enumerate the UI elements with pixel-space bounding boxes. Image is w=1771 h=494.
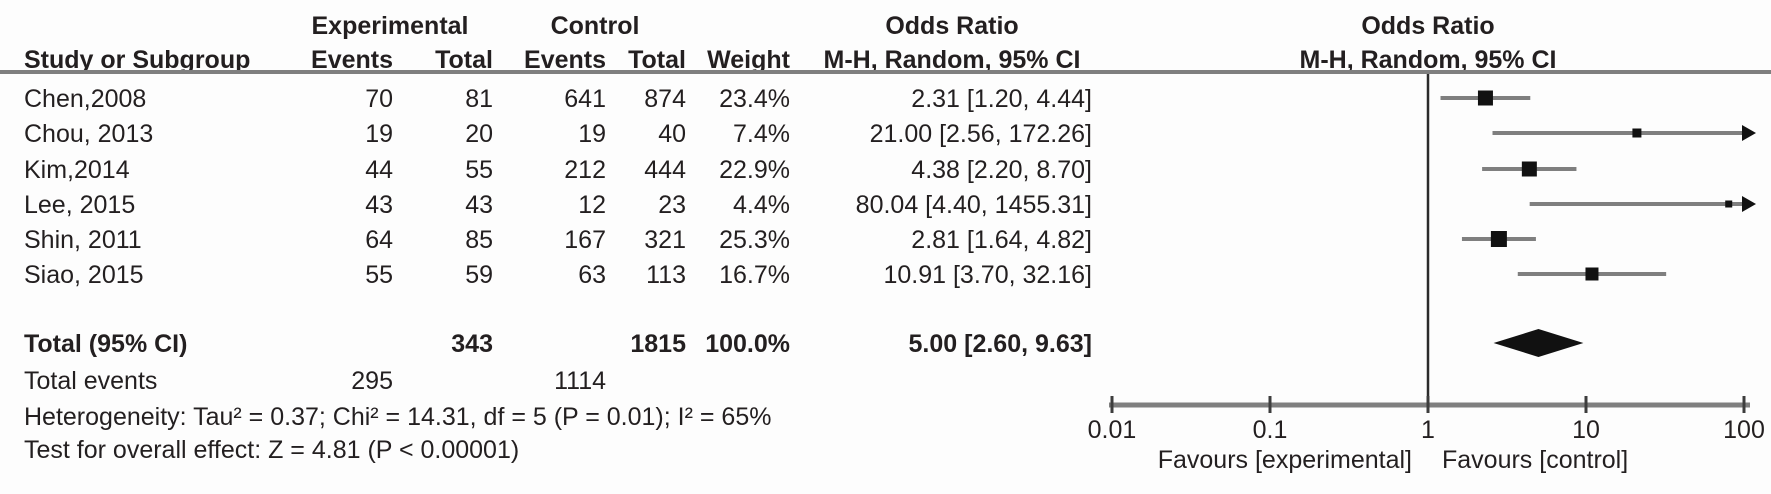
ctrl-total-value: 444: [644, 156, 686, 184]
column-header-mh-ci-text: M-H, Random, 95% CI: [823, 46, 1081, 74]
column-header-exp-total: Total: [435, 46, 493, 74]
exp-events-value: 43: [365, 191, 393, 219]
ctrl-events-value: 167: [564, 226, 606, 254]
header-divider-line: [0, 70, 1771, 74]
point-estimate-square-Lee, 2015: [1725, 200, 1733, 208]
ci-arrow-Lee, 2015: [1742, 196, 1756, 212]
weight-value: 4.4%: [733, 191, 790, 219]
ci-arrow-Chou, 2013: [1742, 125, 1756, 141]
point-estimate-square-Kim,2014: [1521, 161, 1537, 177]
ctrl-events-value: 212: [564, 156, 606, 184]
column-header-weight: Weight: [707, 46, 790, 74]
exp-total-value: 55: [465, 156, 493, 184]
total-row-label: Total (95% CI): [24, 330, 188, 358]
odds-ratio-ci-value: 2.81 [1.64, 4.82]: [911, 226, 1092, 254]
exp-events-value: 55: [365, 261, 393, 289]
study-name: Kim,2014: [24, 156, 130, 184]
column-header-study: Study or Subgroup: [24, 46, 251, 74]
total-events-control: 1114: [554, 367, 606, 395]
column-group-experimental: Experimental: [311, 12, 469, 40]
point-estimate-square-Siao, 2015: [1585, 267, 1599, 281]
odds-ratio-ci-value: 10.91 [3.70, 32.16]: [883, 261, 1092, 289]
weight-value: 7.4%: [733, 120, 790, 148]
point-estimate-square-Shin, 2011: [1490, 231, 1507, 247]
total-weight: 100.0%: [705, 330, 790, 358]
x-axis-tick-label: 100: [1723, 416, 1765, 444]
weight-value: 16.7%: [719, 261, 790, 289]
exp-total-value: 43: [465, 191, 493, 219]
odds-ratio-ci-value: 21.00 [2.56, 172.26]: [869, 120, 1092, 148]
weight-value: 22.9%: [719, 156, 790, 184]
total-ctrl-total: 1815: [630, 330, 686, 358]
column-group-control: Control: [550, 12, 640, 40]
odds-ratio-ci-value: 2.31 [1.20, 4.44]: [911, 85, 1092, 113]
column-group-odds-ratio-text: Odds Ratio: [885, 12, 1019, 40]
column-group-odds-ratio-plot: Odds Ratio: [1361, 12, 1495, 40]
x-axis-tick-label: 0.01: [1088, 416, 1137, 444]
total-events-label: Total events: [24, 367, 158, 395]
study-name: Siao, 2015: [24, 261, 144, 289]
ctrl-total-value: 874: [644, 85, 686, 113]
ctrl-total-value: 113: [646, 261, 686, 289]
weight-value: 23.4%: [719, 85, 790, 113]
column-header-exp-events: Events: [311, 46, 393, 74]
exp-events-value: 44: [365, 156, 393, 184]
ctrl-events-value: 63: [578, 261, 606, 289]
favours-control-label: Favours [control]: [1442, 446, 1628, 474]
x-axis-tick-label: 0.1: [1253, 416, 1288, 444]
study-name: Lee, 2015: [24, 191, 136, 219]
total-events-experimental: 295: [351, 367, 393, 395]
ctrl-total-value: 40: [658, 120, 686, 148]
study-name: Shin, 2011: [24, 226, 142, 254]
exp-total-value: 85: [465, 226, 493, 254]
odds-ratio-ci-value: 4.38 [2.20, 8.70]: [911, 156, 1092, 184]
exp-events-value: 64: [365, 226, 393, 254]
weight-value: 25.3%: [719, 226, 790, 254]
heterogeneity-stats: Heterogeneity: Tau² = 0.37; Chi² = 14.31…: [24, 403, 772, 431]
column-header-mh-ci-plot: M-H, Random, 95% CI: [1299, 46, 1557, 74]
exp-events-value: 19: [365, 120, 393, 148]
favours-experimental-label: Favours [experimental]: [1158, 446, 1412, 474]
total-odds-ratio-ci: 5.00 [2.60, 9.63]: [908, 330, 1092, 358]
ctrl-events-value: 641: [564, 85, 606, 113]
study-name: Chou, 2013: [24, 120, 154, 148]
column-header-ctrl-events: Events: [524, 46, 606, 74]
ctrl-events-value: 12: [578, 191, 606, 219]
overall-effect-test: Test for overall effect: Z = 4.81 (P < 0…: [24, 436, 520, 464]
exp-total-value: 20: [465, 120, 493, 148]
ctrl-total-value: 23: [658, 191, 686, 219]
study-name: Chen,2008: [24, 85, 147, 113]
ctrl-events-value: 19: [578, 120, 606, 148]
exp-total-value: 59: [465, 261, 493, 289]
column-header-ctrl-total: Total: [628, 46, 686, 74]
odds-ratio-ci-value: 80.04 [4.40, 1455.31]: [855, 191, 1092, 219]
point-estimate-square-Chou, 2013: [1632, 128, 1642, 138]
ctrl-total-value: 321: [644, 226, 686, 254]
total-exp-total: 343: [451, 330, 493, 358]
x-axis-tick-label: 10: [1572, 416, 1600, 444]
x-axis-tick-label: 1: [1421, 416, 1435, 444]
exp-total-value: 81: [465, 85, 493, 113]
exp-events-value: 70: [365, 85, 393, 113]
point-estimate-square-Chen,2008: [1477, 90, 1493, 106]
pooled-effect-diamond: [1493, 329, 1584, 357]
